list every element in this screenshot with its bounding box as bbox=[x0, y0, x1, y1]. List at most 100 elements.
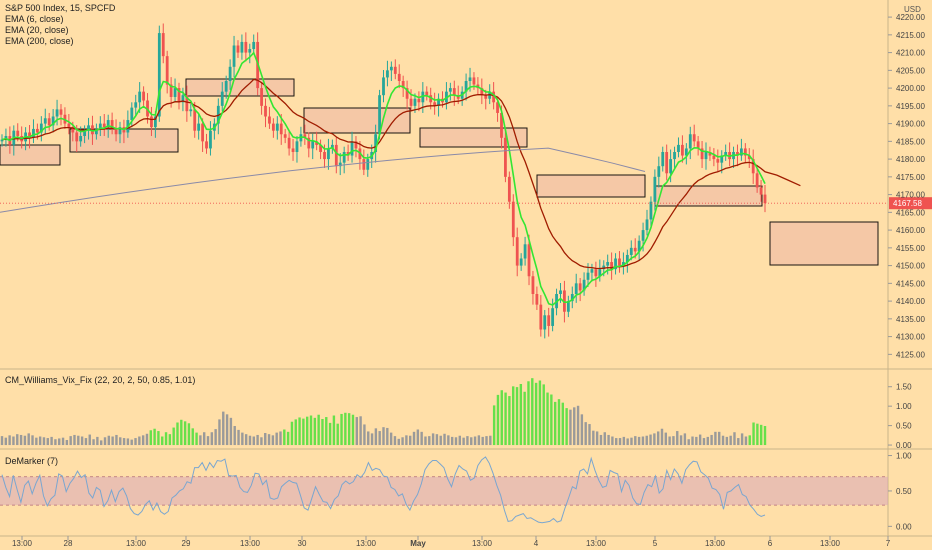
vix-bar bbox=[187, 423, 191, 446]
vix-bar bbox=[664, 432, 668, 446]
ema200-line[interactable] bbox=[0, 147, 646, 213]
price-legend: S&P 500 Index, 15, SPCFD EMA (6, close) … bbox=[5, 3, 115, 47]
vix-bar bbox=[27, 433, 30, 446]
candle-body bbox=[696, 141, 700, 149]
candle-body bbox=[716, 159, 720, 163]
candle-body bbox=[389, 66, 393, 71]
vix-bar bbox=[546, 392, 549, 446]
vix-bar bbox=[641, 436, 645, 446]
last-price-tag bbox=[889, 197, 932, 210]
vix-bar bbox=[130, 439, 133, 446]
vix-bar bbox=[492, 405, 496, 446]
candle-body bbox=[677, 144, 680, 152]
vix-bar bbox=[603, 432, 606, 446]
vix-bar bbox=[38, 436, 42, 446]
candle-body bbox=[114, 128, 118, 135]
candle-body bbox=[610, 262, 614, 270]
candle-body bbox=[291, 148, 295, 152]
vix-bar bbox=[332, 415, 336, 446]
vix-bar bbox=[126, 438, 130, 446]
candle-body bbox=[169, 84, 173, 97]
price-tick-label: 4150.00 bbox=[896, 262, 925, 271]
candle-body bbox=[519, 258, 523, 266]
vix-bar bbox=[191, 428, 194, 446]
vix-bar bbox=[229, 417, 233, 446]
vix-bar bbox=[595, 431, 599, 446]
candle-body bbox=[712, 155, 716, 160]
vix-bar bbox=[141, 435, 145, 446]
vix-bar bbox=[653, 433, 656, 446]
vix-bar bbox=[202, 432, 206, 446]
candle-body bbox=[138, 91, 142, 103]
demarker-tick-label: 0.50 bbox=[896, 487, 912, 496]
candle-body bbox=[39, 123, 43, 133]
ema20-line[interactable] bbox=[1, 78, 801, 270]
candle-body bbox=[437, 98, 440, 106]
candle-body bbox=[743, 148, 747, 156]
candle-body bbox=[535, 294, 539, 305]
vix-bar bbox=[271, 435, 275, 446]
vix-bar bbox=[157, 431, 160, 446]
vix-bar bbox=[435, 434, 439, 446]
vix-bar bbox=[550, 394, 553, 446]
vix-fix-panel[interactable] bbox=[0, 378, 767, 446]
vix-bar bbox=[176, 422, 179, 446]
price-tick-label: 4205.00 bbox=[896, 66, 925, 75]
candle-body bbox=[43, 118, 47, 124]
vix-bar bbox=[752, 422, 755, 446]
vix-bar bbox=[309, 415, 313, 446]
candle-body bbox=[464, 81, 468, 92]
vix-bar bbox=[397, 438, 400, 446]
candle-body bbox=[220, 91, 224, 106]
vix-bar bbox=[363, 424, 366, 446]
vix-bar bbox=[698, 434, 702, 446]
vix-bar bbox=[740, 433, 744, 446]
candle-body bbox=[275, 123, 279, 131]
price-tick-label: 4210.00 bbox=[896, 49, 925, 58]
vix-bar bbox=[702, 438, 706, 446]
candle-body bbox=[684, 148, 688, 156]
vix-bar bbox=[676, 431, 679, 446]
vix-bar bbox=[450, 436, 454, 446]
candle-body bbox=[452, 88, 456, 96]
candle-body bbox=[649, 201, 653, 220]
candle-body bbox=[598, 269, 602, 277]
candle-body bbox=[574, 283, 578, 294]
candle-body bbox=[578, 283, 582, 291]
candle-body bbox=[94, 128, 98, 135]
candle-body bbox=[338, 162, 342, 167]
grid-layer bbox=[0, 0, 932, 537]
candle-body bbox=[393, 66, 397, 74]
vix-bar bbox=[500, 390, 503, 446]
candle-body bbox=[688, 134, 692, 149]
vix-bar bbox=[454, 437, 458, 446]
time-tick-label: 13:00 bbox=[126, 539, 147, 548]
ema20-legend: EMA (20, close) bbox=[5, 25, 69, 35]
candle-body bbox=[35, 128, 39, 133]
vix-bar bbox=[439, 435, 442, 446]
vix-bar bbox=[321, 419, 324, 446]
vix-bar bbox=[42, 437, 46, 446]
vix-bar bbox=[580, 414, 584, 446]
zone-box bbox=[419, 127, 528, 148]
ema6-line[interactable] bbox=[1, 51, 766, 306]
vix-bar bbox=[222, 411, 225, 446]
candle-body bbox=[32, 128, 35, 138]
price-panel[interactable]: 4167.58 bbox=[0, 23, 932, 339]
demarker-line[interactable] bbox=[1, 456, 766, 524]
vix-bar bbox=[210, 432, 214, 446]
vix-bar bbox=[431, 433, 435, 446]
vix-bar bbox=[649, 434, 652, 446]
vix-bar bbox=[244, 434, 248, 446]
vix-bar bbox=[119, 437, 122, 446]
price-tick-label: 4200.00 bbox=[896, 84, 925, 93]
candle-body bbox=[264, 105, 267, 117]
demarker-panel[interactable] bbox=[0, 456, 888, 524]
price-tick-label: 4220.00 bbox=[896, 13, 925, 22]
candle-body bbox=[673, 152, 676, 160]
vix-bar bbox=[584, 422, 587, 446]
candle-body bbox=[240, 41, 244, 53]
vix-bar bbox=[122, 438, 126, 446]
time-tick-label: 4 bbox=[534, 539, 539, 548]
